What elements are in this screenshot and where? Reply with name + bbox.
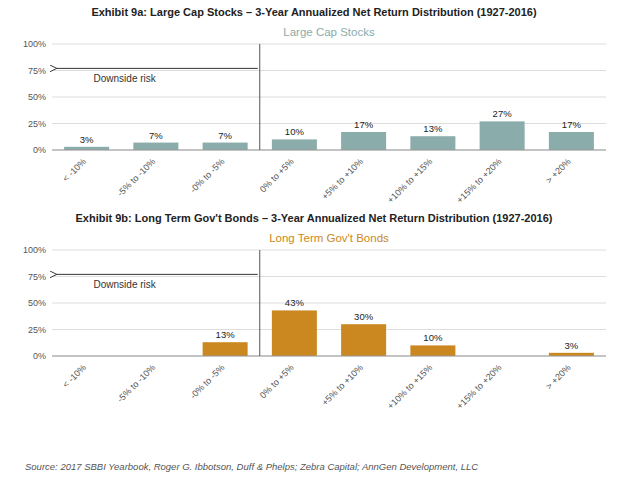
x-tick-label: +5% to +10% bbox=[320, 156, 365, 201]
y-tick-label: 0% bbox=[33, 145, 46, 155]
data-label: 3% bbox=[80, 134, 94, 145]
data-label: 7% bbox=[149, 130, 163, 141]
x-tick-label: +10% to +15% bbox=[385, 362, 434, 411]
chart-subtitle: Long Term Gov't Bonds bbox=[269, 232, 389, 244]
downside-arrow bbox=[56, 68, 258, 69]
data-label: 43% bbox=[285, 297, 305, 308]
page: {"chart_data": [ {"type": "bar", "title"… bbox=[0, 0, 628, 478]
x-tick-label: -5% to -10% bbox=[115, 362, 157, 404]
x-tick-label: 0% to +5% bbox=[258, 362, 296, 400]
y-tick-label: 75% bbox=[28, 272, 46, 282]
chart-title: Exhibit 9b: Long Term Gov't Bonds – 3-Ye… bbox=[76, 212, 553, 224]
data-label: 30% bbox=[354, 311, 374, 322]
x-axis-line bbox=[52, 150, 606, 151]
chart-canvas: Exhibit 9a: Large Cap Stocks – 3-Year An… bbox=[0, 0, 628, 478]
x-tick-label: > +20% bbox=[544, 362, 573, 391]
chart-title: Exhibit 9a: Large Cap Stocks – 3-Year An… bbox=[91, 6, 537, 18]
x-tick-label: -0% to -5% bbox=[188, 362, 227, 401]
grid-line bbox=[52, 356, 606, 357]
annotation: Downside risk bbox=[94, 279, 157, 290]
bar bbox=[410, 136, 455, 150]
bars bbox=[203, 310, 594, 356]
y-tick-label: 25% bbox=[28, 325, 46, 335]
chart-subtitle: Large Cap Stocks bbox=[283, 26, 375, 38]
grid-line bbox=[52, 303, 606, 304]
bar bbox=[203, 143, 248, 150]
divider-line bbox=[259, 44, 260, 150]
data-label: 13% bbox=[216, 329, 236, 340]
source-note: Source: 2017 SBBI Yearbook, Roger G. Ibb… bbox=[25, 461, 478, 472]
downside-arrow bbox=[56, 274, 258, 275]
y-tick-label: 25% bbox=[28, 119, 46, 129]
bar bbox=[203, 342, 248, 356]
data-label: 17% bbox=[562, 119, 582, 130]
data-label: 27% bbox=[493, 108, 513, 119]
bar bbox=[341, 132, 386, 150]
data-label: 7% bbox=[218, 130, 232, 141]
x-tick-label: > +20% bbox=[544, 156, 573, 185]
grid-line bbox=[52, 70, 606, 71]
bar bbox=[410, 345, 455, 356]
annotation: Downside risk bbox=[94, 73, 157, 84]
x-tick-label: +15% to +20% bbox=[455, 362, 504, 411]
bar bbox=[272, 310, 317, 356]
bar bbox=[549, 132, 594, 150]
data-label: 10% bbox=[285, 126, 305, 137]
grid-line bbox=[52, 329, 606, 330]
y-tick-label: 50% bbox=[28, 92, 46, 102]
grid-line bbox=[52, 250, 606, 251]
x-tick-label: +10% to +15% bbox=[385, 156, 434, 205]
grid-line bbox=[52, 44, 606, 45]
grid-line bbox=[52, 97, 606, 98]
grid-line bbox=[52, 150, 606, 151]
chart: Exhibit 9a: Large Cap Stocks – 3-Year An… bbox=[23, 6, 606, 205]
y-tick-label: 50% bbox=[28, 298, 46, 308]
grid-line bbox=[52, 276, 606, 277]
divider-line bbox=[259, 250, 260, 356]
y-tick-label: 0% bbox=[33, 351, 46, 361]
x-tick-label: < -10% bbox=[61, 362, 88, 389]
chart: Exhibit 9b: Long Term Gov't Bonds – 3-Ye… bbox=[23, 212, 606, 411]
x-tick-label: < -10% bbox=[61, 156, 88, 183]
data-label: 17% bbox=[354, 119, 374, 130]
x-tick-label: -5% to -10% bbox=[115, 156, 157, 198]
y-tick-label: 100% bbox=[23, 39, 46, 49]
x-tick-label: +5% to +10% bbox=[320, 362, 365, 407]
x-tick-label: -0% to -5% bbox=[188, 156, 227, 195]
data-label: 3% bbox=[565, 340, 579, 351]
y-tick-label: 100% bbox=[23, 245, 46, 255]
data-label: 13% bbox=[423, 123, 443, 134]
bars bbox=[64, 121, 594, 150]
x-tick-label: 0% to +5% bbox=[258, 156, 296, 194]
data-label: 10% bbox=[423, 332, 443, 343]
bar bbox=[272, 139, 317, 150]
x-axis-line bbox=[52, 356, 606, 357]
y-tick-label: 75% bbox=[28, 66, 46, 76]
bar bbox=[133, 143, 178, 150]
bar bbox=[480, 121, 525, 150]
x-tick-label: +15% to +20% bbox=[455, 156, 504, 205]
bar bbox=[341, 324, 386, 356]
